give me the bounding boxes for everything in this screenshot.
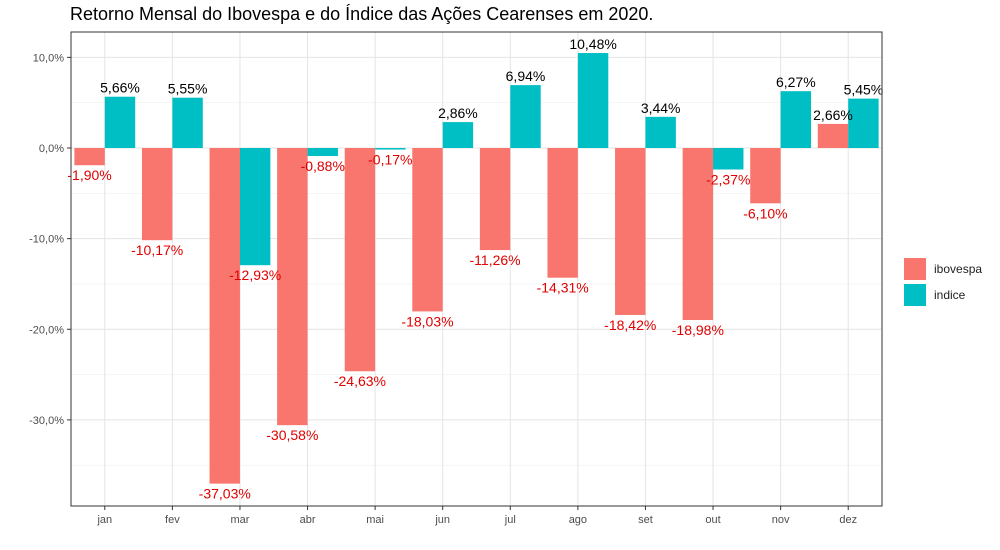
- bar-indice: [375, 148, 406, 150]
- bar-ibovespa: [74, 148, 105, 166]
- data-label-ibovespa: -24,63%: [334, 373, 386, 389]
- legend-label-ibovespa: ibovespa: [934, 262, 983, 276]
- bar-ibovespa: [141, 148, 173, 241]
- x-tick-label: jun: [434, 514, 450, 526]
- bar-indice: [780, 91, 812, 149]
- data-label-indice: 5,66%: [100, 80, 140, 96]
- legend: ibovespa indice: [904, 256, 982, 308]
- data-label-ibovespa: -18,98%: [672, 322, 724, 338]
- x-tick-label: jul: [504, 514, 516, 526]
- data-label-indice: -2,37%: [706, 171, 750, 187]
- y-tick-label: 10,0%: [33, 52, 64, 64]
- legend-item-ibovespa: ibovespa: [904, 256, 982, 282]
- bar-ibovespa: [682, 148, 714, 321]
- data-label-ibovespa: -10,17%: [131, 242, 183, 258]
- data-label-indice: 5,45%: [844, 82, 884, 98]
- data-label-indice: 6,27%: [776, 74, 816, 90]
- chart-title: Retorno Mensal do Ibovespa e do Índice d…: [70, 4, 654, 24]
- x-tick-label: abr: [300, 514, 316, 526]
- data-label-indice: 6,94%: [506, 68, 546, 84]
- plot-border: [70, 31, 883, 507]
- x-tick-label: jan: [96, 514, 112, 526]
- data-label-ibovespa: -11,26%: [470, 252, 521, 268]
- bar-indice: [307, 148, 338, 156]
- bar-indice: [577, 53, 609, 149]
- bar-indice: [645, 116, 676, 149]
- y-tick-label: -30,0%: [29, 415, 64, 427]
- data-label-indice: -12,93%: [229, 267, 281, 283]
- x-tick-label: mai: [366, 514, 384, 526]
- bar-ibovespa: [547, 148, 578, 278]
- legend-item-indice: indice: [904, 282, 982, 308]
- data-label-indice: 3,44%: [641, 100, 681, 116]
- bar-ibovespa: [344, 148, 376, 372]
- data-label-ibovespa: -30,58%: [266, 427, 318, 443]
- data-label-ibovespa: -18,03%: [401, 313, 453, 329]
- legend-swatch-ibovespa: [904, 258, 926, 280]
- y-tick-label: -20,0%: [29, 324, 64, 336]
- x-tick-label: dez: [839, 514, 857, 526]
- y-tick-label: -10,0%: [29, 234, 64, 246]
- bar-ibovespa: [615, 148, 646, 315]
- data-label-ibovespa: -1,90%: [67, 167, 111, 183]
- data-label-ibovespa: -14,31%: [537, 280, 589, 296]
- x-tick-label: nov: [772, 514, 790, 526]
- data-label-indice: -0,88%: [301, 158, 345, 174]
- x-tick-label: set: [638, 514, 653, 526]
- bar-indice: [172, 97, 203, 149]
- data-label-indice: 5,55%: [168, 81, 208, 97]
- x-tick-label: ago: [569, 514, 587, 526]
- x-tick-label: fev: [165, 514, 180, 526]
- bar-ibovespa: [209, 148, 240, 484]
- legend-swatch-indice: [904, 284, 926, 306]
- data-label-ibovespa: -18,42%: [604, 317, 656, 333]
- x-tick-label: mar: [230, 514, 249, 526]
- bar-ibovespa: [817, 123, 849, 149]
- data-label-indice: -0,17%: [368, 152, 412, 168]
- bar-indice: [713, 148, 744, 170]
- y-tick-label: 0,0%: [39, 143, 64, 155]
- bar-indice: [104, 96, 136, 149]
- bar-indice: [848, 98, 879, 149]
- bar-indice: [442, 122, 474, 149]
- bar-ibovespa: [479, 148, 511, 251]
- bar-ibovespa: [750, 148, 781, 204]
- legend-label-indice: indice: [934, 288, 966, 302]
- x-tick-label: out: [705, 514, 720, 526]
- bar-indice: [510, 85, 541, 149]
- data-label-ibovespa: -6,10%: [743, 205, 787, 221]
- bar-ibovespa: [412, 148, 443, 312]
- data-label-indice: 10,48%: [569, 36, 616, 52]
- data-label-ibovespa: 2,66%: [813, 107, 853, 123]
- bar-indice: [239, 148, 271, 266]
- data-label-ibovespa: -37,03%: [199, 486, 251, 502]
- bar-ibovespa: [277, 148, 308, 426]
- data-label-indice: 2,86%: [438, 105, 478, 121]
